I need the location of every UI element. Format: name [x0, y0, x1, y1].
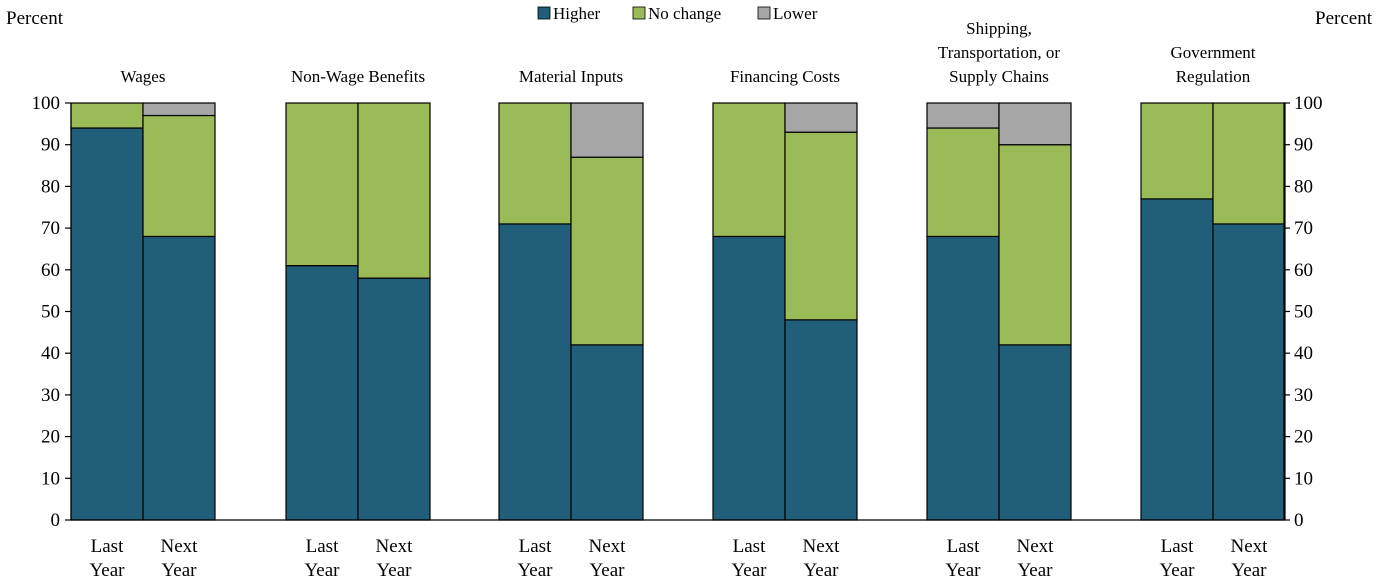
bar-segment-higher — [142, 235, 216, 521]
y-tick-label-right: 60 — [1294, 260, 1313, 281]
bar-segment-no-change — [357, 102, 431, 279]
group-title: Shipping, — [966, 19, 1032, 38]
y-tick-label-left: 50 — [41, 302, 60, 323]
y-tick-label-left: 90 — [41, 135, 60, 156]
bar-segment-higher — [70, 127, 144, 521]
bar-segment-lower — [926, 102, 1000, 129]
bar-label: Next — [161, 536, 199, 557]
bar-label: Year — [1017, 560, 1053, 581]
group-title: Financing Costs — [730, 67, 840, 86]
bar-label: Last — [1161, 536, 1194, 557]
bar-segment-no-change — [998, 144, 1072, 346]
y-tick-label-right: 50 — [1294, 302, 1313, 323]
bar-segment-no-change — [570, 156, 644, 346]
y-tick-label-right: 80 — [1294, 176, 1313, 197]
y-tick-label-left: 30 — [41, 385, 60, 406]
bar-segment-lower — [998, 102, 1072, 146]
y-tick-label-left: 60 — [41, 260, 60, 281]
bar-label: Next — [1231, 536, 1269, 557]
legend-label-higher: Higher — [553, 4, 601, 23]
bar-label: Year — [376, 560, 412, 581]
bar-segment-higher — [285, 265, 359, 521]
bar-segment-higher — [998, 344, 1072, 521]
bar-segment-higher — [1212, 223, 1286, 521]
bar-label: Year — [945, 560, 981, 581]
bar-label: Year — [803, 560, 839, 581]
legend: Higher No change Lower — [537, 4, 818, 23]
bar-segment-lower — [570, 102, 644, 158]
bar-segment-lower — [784, 102, 858, 133]
bar-label: Last — [947, 536, 980, 557]
y-tick-label-right: 70 — [1294, 218, 1313, 239]
bar-segment-higher — [570, 344, 644, 521]
group-title: Material Inputs — [519, 67, 623, 86]
bar-segment-higher — [784, 319, 858, 521]
legend-swatch-higher — [537, 6, 551, 20]
y-tick-label-left: 80 — [41, 176, 60, 197]
group-title: Wages — [121, 67, 166, 86]
bar-segment-higher — [712, 235, 786, 521]
group-title: Government — [1171, 43, 1256, 62]
bar-label: Year — [1231, 560, 1267, 581]
group-title: Supply Chains — [949, 67, 1049, 86]
bar-label: Year — [1159, 560, 1195, 581]
bar-segment-lower — [142, 102, 216, 117]
legend-swatch-no-change — [632, 6, 646, 20]
y-tick-label-right: 10 — [1294, 468, 1313, 489]
bar-label: Year — [161, 560, 197, 581]
legend-swatch-lower — [757, 6, 771, 20]
bar-segment-no-change — [142, 114, 216, 238]
bar-label: Last — [91, 536, 124, 557]
group-title: Regulation — [1176, 67, 1251, 86]
y-axis-label-left: Percent — [6, 8, 64, 29]
bar-segment-higher — [357, 277, 431, 521]
y-tick-label-right: 100 — [1294, 93, 1323, 114]
y-tick-label-left: 20 — [41, 427, 60, 448]
y-tick-label-right: 90 — [1294, 135, 1313, 156]
bar-label: Year — [731, 560, 767, 581]
bar-segment-no-change — [1212, 102, 1286, 225]
y-tick-label-left: 0 — [51, 510, 61, 531]
y-tick-label-right: 30 — [1294, 385, 1313, 406]
bar-label: Year — [304, 560, 340, 581]
bar-label: Next — [1017, 536, 1055, 557]
bar-segment-no-change — [712, 102, 786, 238]
bar-segment-higher — [926, 235, 1000, 521]
bar-label: Year — [589, 560, 625, 581]
group-title: Transportation, or — [938, 43, 1060, 62]
y-tick-label-left: 40 — [41, 343, 60, 364]
y-tick-label-right: 0 — [1294, 510, 1304, 531]
y-tick-label-left: 100 — [32, 93, 61, 114]
bar-label: Next — [803, 536, 841, 557]
y-tick-label-left: 70 — [41, 218, 60, 239]
y-axis-label-right: Percent — [1315, 8, 1373, 29]
bar-segment-higher — [1140, 198, 1214, 521]
y-tick-label-right: 40 — [1294, 343, 1313, 364]
bar-segment-higher — [498, 223, 572, 521]
bar-label: Last — [306, 536, 339, 557]
group-title: Non-Wage Benefits — [291, 67, 425, 86]
legend-label-no-change: No change — [648, 4, 721, 23]
bar-label: Year — [517, 560, 553, 581]
bar-segment-no-change — [784, 131, 858, 321]
bar-label: Next — [376, 536, 414, 557]
y-tick-label-left: 10 — [41, 468, 60, 489]
bar-segment-no-change — [1140, 102, 1214, 200]
bar-segment-no-change — [285, 102, 359, 267]
plot-area: Last Year Next Year Wages Last Year Next Year Non… — [32, 19, 1323, 581]
bar-segment-no-change — [498, 102, 572, 225]
bar-label: Next — [589, 536, 627, 557]
bar-segment-no-change — [926, 127, 1000, 238]
bar-label: Year — [89, 560, 125, 581]
bar-label: Last — [519, 536, 552, 557]
y-tick-label-right: 20 — [1294, 427, 1313, 448]
legend-label-lower: Lower — [773, 4, 818, 23]
bar-label: Last — [733, 536, 766, 557]
bar-segment-no-change — [70, 102, 144, 129]
